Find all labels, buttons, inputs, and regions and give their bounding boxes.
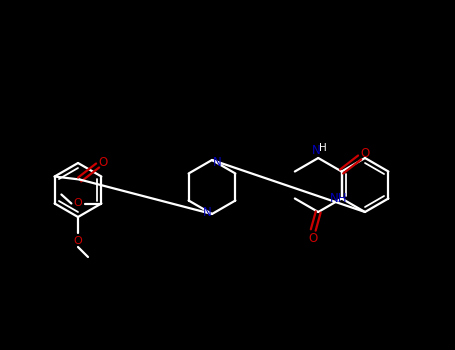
Text: O: O: [73, 198, 82, 209]
Text: O: O: [360, 147, 369, 160]
Text: H: H: [319, 143, 327, 153]
Text: O: O: [308, 231, 318, 245]
Text: O: O: [74, 236, 82, 246]
Text: N: N: [212, 155, 222, 168]
Text: O: O: [98, 156, 107, 169]
Text: N: N: [202, 205, 212, 218]
Text: NH: NH: [330, 192, 347, 205]
Text: N: N: [312, 144, 321, 156]
